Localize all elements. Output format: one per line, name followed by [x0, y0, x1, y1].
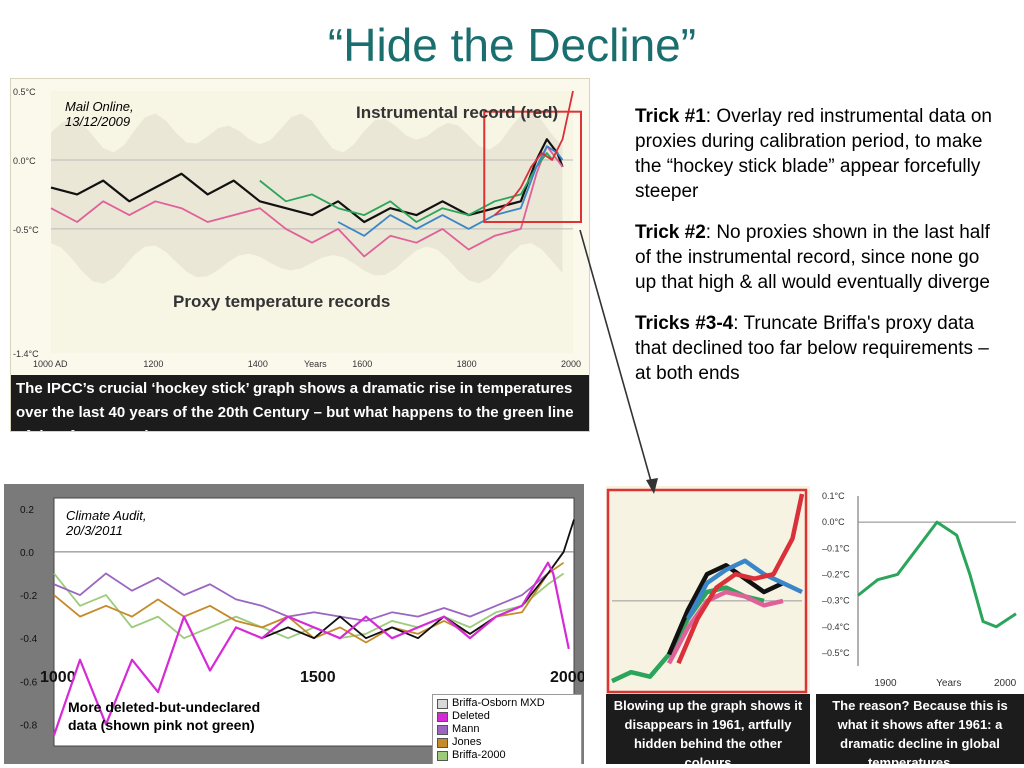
uncertainty-band [51, 112, 563, 284]
y-tick-label: 0.0°C [822, 517, 845, 527]
hockey-stick-caption: The IPCC’s crucial ‘hockey stick’ graph … [11, 375, 589, 431]
zoom-caption: Blowing up the graph shows it disappears… [606, 694, 810, 764]
trick-2-label: Trick #2 [635, 222, 706, 243]
post-1961-caption: The reason? Because this is what it show… [816, 694, 1024, 764]
y-tick-label: -0.5°C [13, 225, 39, 235]
y-tick-label: -0.8 [20, 720, 38, 731]
y-tick-label: -0.6 [20, 677, 38, 688]
series-line-black [261, 519, 575, 640]
series-line-green [857, 520, 1017, 629]
trick-3-4-label: Tricks #3-4 [635, 313, 734, 334]
legend-swatch [437, 711, 448, 722]
series-line-magenta [52, 561, 570, 736]
tricks-list: Trick #1: Overlay red instrumental data … [635, 104, 1005, 402]
x-axis-label: Years [936, 678, 961, 689]
legend-entry: Mann [437, 723, 577, 736]
y-tick-label: -0.2 [20, 591, 38, 602]
legend-label: Briffa-Osborn MXD [452, 697, 545, 709]
y-tick-label: –0.5°C [822, 648, 850, 658]
series-line-blue [337, 145, 564, 237]
y-tick-label: 0.0°C [13, 156, 36, 166]
trick-1-label: Trick #1 [635, 106, 706, 127]
legend-swatch [437, 737, 448, 748]
source-mail-online: Mail Online, 13/12/2009 [65, 99, 134, 129]
y-tick-label: -0.4 [20, 634, 38, 645]
y-tick-label: 0.2 [20, 505, 34, 516]
x-tick-label: 1400 [248, 359, 268, 369]
trick-3-4: Tricks #3-4: Truncate Briffa's proxy dat… [635, 311, 1005, 386]
instrumental-record-label: Instrumental record (red) [356, 103, 559, 122]
legend: Briffa-Osborn MXD Deleted Mann Jones Bri… [432, 694, 582, 764]
legend-label: Briffa-2000 [452, 749, 506, 761]
x-axis-label: Years [304, 359, 327, 369]
series-line-pink [50, 145, 564, 258]
trick-2-text: : No proxies shown in the last half of t… [635, 222, 990, 293]
x-tick-label: 1600 [352, 359, 372, 369]
climate-audit-panel: 0.2 0.0 -0.2 -0.4 -0.6 -0.8 1000 1500 2000 Clima… [4, 484, 584, 764]
legend-entry: Briffa-Osborn MXD [437, 697, 577, 710]
x-tick-label: 1800 [457, 359, 477, 369]
source-climate-audit: Climate Audit, 20/3/2011 [66, 508, 147, 538]
post-1961-chart: 0.1°C 0.0°C –0.1°C –0.2°C –0.3°C –0.4°C –0.5°C… [822, 491, 1017, 689]
legend-entry: Briffa-2000 [437, 749, 577, 762]
trick-2: Trick #2: No proxies shown in the last h… [635, 220, 1005, 295]
post-1961-panel: 0.1°C 0.0°C –0.1°C –0.2°C –0.3°C –0.4°C –0.5°C… [816, 486, 1024, 764]
trick-1: Trick #1: Overlay red instrumental data … [635, 104, 1005, 204]
series-line-purple [53, 551, 565, 622]
highlight-box [606, 488, 808, 694]
x-tick-label: 1500 [300, 669, 336, 686]
legend-swatch [437, 750, 448, 761]
legend-swatch [437, 698, 448, 709]
series-line-black [50, 138, 564, 224]
y-tick-label: -1.4°C [13, 349, 39, 359]
highlight-box [483, 110, 583, 223]
x-tick-label: 2000 [561, 359, 581, 369]
series-line-pink [667, 589, 784, 665]
legend-swatch [437, 724, 448, 735]
legend-label: Deleted [452, 710, 490, 722]
x-tick-label: 1000 [40, 669, 76, 686]
y-tick-label: –0.4°C [822, 622, 850, 632]
hockey-stick-panel: 0.5°C 0.0°C -0.5°C -1.4°C 1000 AD 1200 1400 160… [10, 78, 590, 432]
x-tick-label: 2000 [550, 669, 584, 686]
legend-entry: Deleted [437, 710, 577, 723]
legend-entry: Jones [437, 736, 577, 749]
slide-title: “Hide the Decline” [327, 19, 697, 71]
x-tick-label: 1200 [143, 359, 163, 369]
y-tick-label: –0.2°C [822, 569, 850, 579]
series-line-blue [686, 558, 803, 620]
series-line-red [494, 90, 574, 216]
y-tick-label: 0.5°C [13, 87, 36, 97]
y-tick-label: –0.1°C [822, 543, 850, 553]
proxy-records-label: Proxy temperature records [173, 292, 391, 311]
x-tick-label: 2000 [994, 678, 1017, 689]
y-tick-label: 0.1°C [822, 491, 845, 501]
zoom-chart [606, 488, 808, 694]
y-tick-label: –0.3°C [822, 596, 850, 606]
legend-label: Jones [452, 736, 482, 748]
deleted-data-label: More deleted-but-undeclared data (shown … [68, 699, 261, 733]
y-tick-label: 0.0 [20, 548, 34, 559]
zoom-panel: Blowing up the graph shows it disappears… [606, 486, 810, 764]
series-line-black [666, 563, 784, 656]
x-tick-label: 1000 AD [33, 359, 68, 369]
legend-label: Mann [452, 723, 480, 735]
trick-1-text: : Overlay red instrumental data on proxi… [635, 106, 992, 202]
x-tick-label: 1900 [874, 678, 897, 689]
trick-3-4-text: : Truncate Briffa's proxy data that decl… [635, 313, 989, 384]
series-line-red [676, 493, 805, 665]
